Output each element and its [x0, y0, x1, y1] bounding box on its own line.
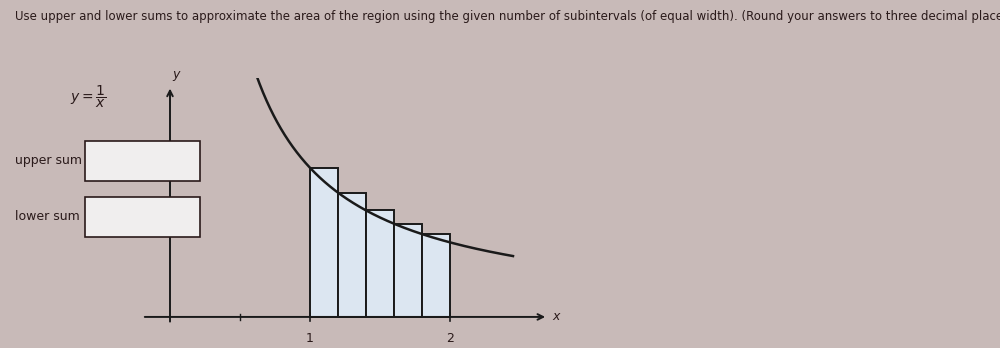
Text: 1: 1 [151, 161, 159, 174]
Text: 1: 1 [306, 332, 314, 345]
Bar [422, 234, 450, 317]
Bar [338, 193, 366, 317]
Text: lower sum: lower sum [15, 210, 80, 223]
Bar [310, 168, 338, 317]
Bar [394, 224, 422, 317]
Text: 2: 2 [446, 332, 454, 345]
Bar [366, 211, 394, 317]
Text: y: y [172, 68, 179, 81]
Text: Use upper and lower sums to approximate the area of the region using the given n: Use upper and lower sums to approximate … [15, 10, 1000, 23]
Text: x: x [552, 310, 560, 323]
Text: $y = \dfrac{1}{x}$: $y = \dfrac{1}{x}$ [70, 84, 106, 110]
Text: upper sum: upper sum [15, 155, 82, 167]
